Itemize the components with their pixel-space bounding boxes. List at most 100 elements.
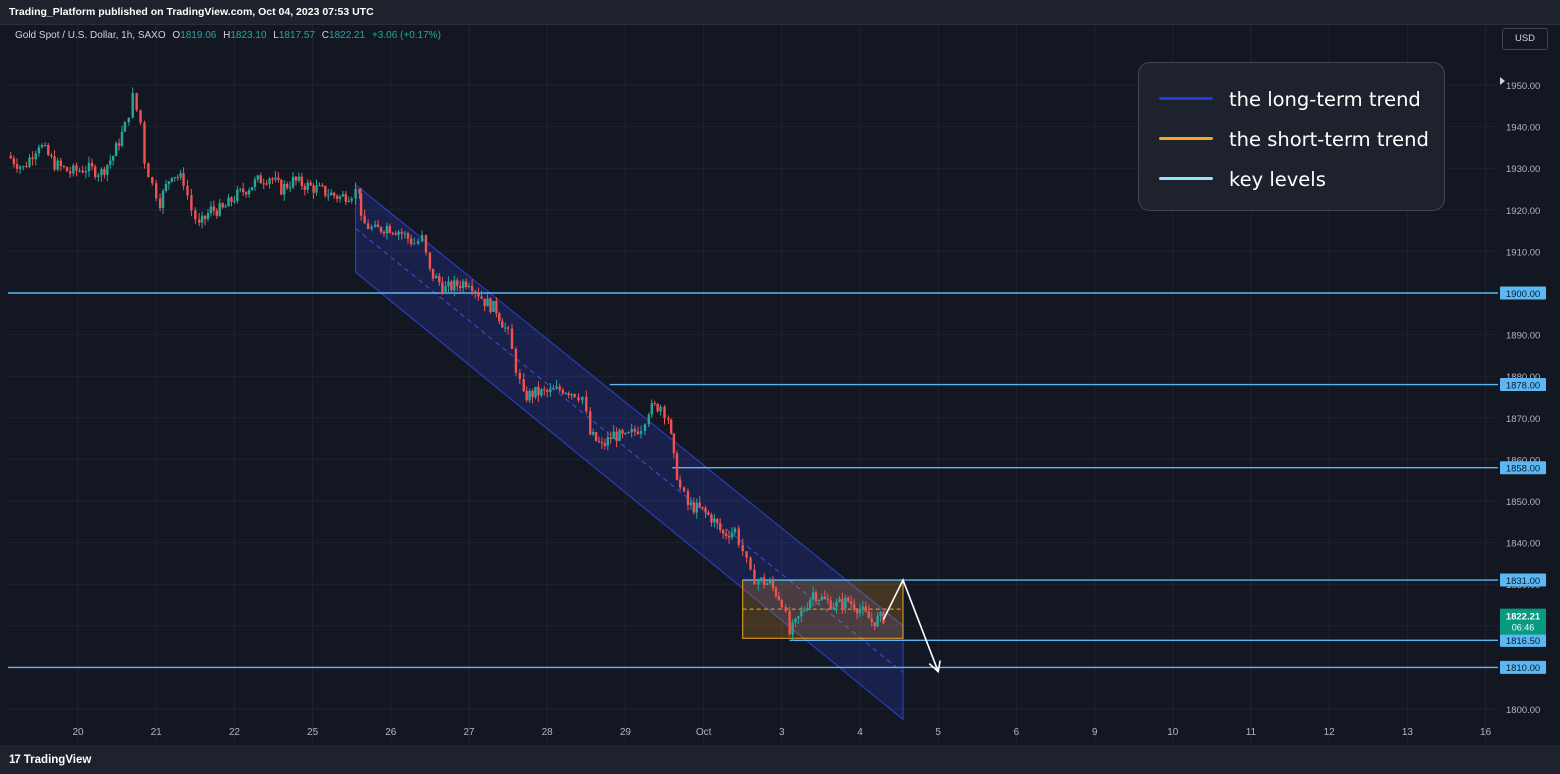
candle-body	[34, 153, 37, 160]
candle-body	[806, 608, 809, 611]
projection-path	[882, 578, 939, 672]
candle-body	[31, 157, 34, 160]
candle-body	[158, 198, 162, 209]
price-axis[interactable]: 1800.001810.001820.001830.001840.001850.…	[1498, 25, 1560, 743]
candle-body	[376, 224, 380, 228]
candle-body	[297, 176, 301, 181]
candle-body	[546, 390, 549, 393]
candle-body	[173, 177, 176, 179]
candle-body	[659, 406, 662, 412]
candle-body	[612, 431, 615, 439]
candle-body	[558, 386, 561, 390]
tradingview-brand[interactable]: 17 TradingView	[9, 754, 91, 766]
candle-body	[444, 286, 447, 292]
candle-body	[28, 157, 31, 167]
current-price-tag	[1500, 608, 1546, 635]
candle-body	[397, 231, 400, 235]
candle-body	[318, 185, 321, 187]
time-tick-label: 9	[1092, 727, 1098, 738]
price-chart-svg[interactable]	[8, 25, 1498, 743]
candle-body	[111, 156, 115, 161]
key-level-label: 1816.50	[1506, 636, 1540, 647]
candle-body	[453, 280, 456, 291]
candle-body	[639, 430, 643, 435]
candle-body	[206, 213, 210, 219]
channel-midline	[355, 228, 904, 673]
projection-arrow-icon	[928, 660, 941, 674]
currency-button[interactable]: USD	[1502, 28, 1548, 50]
candle-body	[591, 432, 595, 435]
candle-body	[570, 393, 573, 396]
footer-bar: 17 TradingView	[0, 745, 1560, 774]
candle-body	[285, 183, 289, 188]
candle-body	[873, 622, 876, 627]
candle-body	[525, 390, 528, 401]
trend-legend: the long-term trend the short-term trend…	[1138, 62, 1445, 211]
candle-body	[780, 599, 783, 608]
candle-body	[22, 166, 25, 168]
candle-body	[716, 519, 719, 524]
candle-body	[855, 609, 859, 614]
candle-body	[669, 419, 673, 434]
legend-short-term-label: the short-term trend	[1229, 128, 1429, 151]
close-value: 1822.21	[329, 30, 366, 41]
candle-body	[656, 403, 659, 412]
candle-body	[338, 196, 342, 199]
time-tick-label: 26	[385, 727, 397, 738]
candle-body	[309, 182, 312, 186]
candle-body	[492, 300, 495, 312]
candle-body	[577, 397, 580, 401]
candle-body	[370, 226, 373, 229]
candle-body	[143, 122, 146, 164]
candle-body	[498, 313, 501, 321]
candle-body	[94, 166, 97, 178]
candle-body	[600, 441, 604, 444]
time-tick-label: 12	[1324, 727, 1336, 738]
candle-body	[540, 389, 543, 396]
candle-body	[230, 197, 233, 202]
candle-body	[633, 429, 636, 432]
key-level-label: 1900.00	[1506, 289, 1540, 300]
price-tick-label: 1910.00	[1506, 247, 1540, 258]
candle-body	[139, 110, 142, 123]
price-tick-label: 1930.00	[1506, 164, 1540, 175]
current-price-label: 1822.21	[1506, 612, 1541, 623]
candle-body	[321, 185, 324, 187]
price-tick-label: 1890.00	[1506, 331, 1540, 342]
candle-body	[406, 233, 410, 239]
time-tick-label: 3	[779, 727, 785, 738]
candle-body	[413, 243, 416, 245]
candle-body	[117, 143, 121, 146]
candle-body	[420, 235, 424, 242]
time-tick-label: 27	[463, 727, 475, 738]
candle-body	[682, 487, 686, 492]
candle-body	[814, 592, 818, 602]
candle-body	[581, 396, 584, 401]
time-axis[interactable]: 20 21 22 25 26 27 28 29 Oct 3 4 5 6 9 10 11 12 13 16	[8, 720, 1498, 744]
key-level-tag	[1500, 633, 1546, 647]
time-tick-label: 5	[935, 727, 941, 738]
candle-body	[510, 328, 514, 350]
candle-body	[450, 281, 453, 291]
candle-body	[663, 406, 666, 419]
candle-body	[373, 224, 377, 227]
candle-body	[537, 386, 540, 396]
candle-body	[114, 143, 118, 157]
candle-body	[724, 533, 728, 537]
candle-body	[850, 601, 853, 604]
candle-body	[820, 596, 824, 601]
candle-body	[737, 528, 740, 545]
candle-body	[803, 610, 806, 612]
candle-body	[241, 188, 245, 193]
candle-body	[704, 508, 707, 513]
candle-body	[749, 557, 752, 570]
candle-body	[329, 192, 333, 196]
candle-body	[363, 215, 366, 224]
candle-body	[852, 603, 856, 610]
candle-body	[68, 171, 72, 174]
candle-body	[244, 192, 248, 195]
candle-body	[760, 577, 763, 581]
legend-key-levels-swatch	[1159, 177, 1213, 180]
candle-body	[350, 198, 353, 201]
published-text: Trading_Platform published on TradingVie…	[9, 6, 374, 18]
